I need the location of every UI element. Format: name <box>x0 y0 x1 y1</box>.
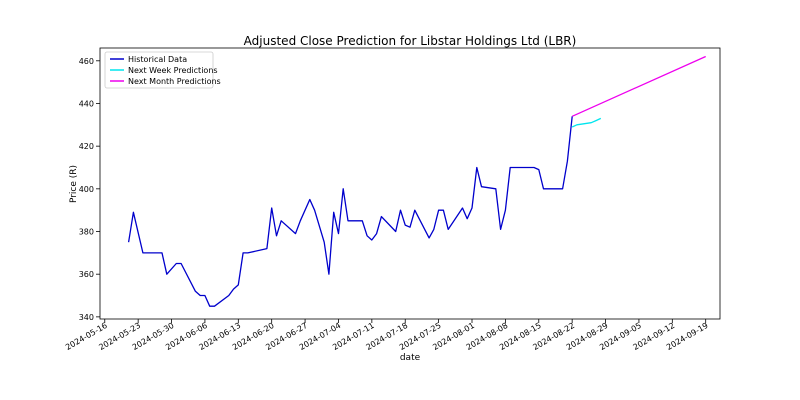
legend: Historical Data Next Week Predictions Next… <box>104 51 221 89</box>
y-tick-label: 340 <box>79 313 94 322</box>
y-tick-label: 460 <box>79 57 94 66</box>
y-tick-label: 400 <box>79 185 94 194</box>
series-line-2 <box>571 117 602 128</box>
series-line-1 <box>127 116 573 307</box>
plot-frame <box>99 47 721 320</box>
x-axis-label: date <box>400 353 421 363</box>
y-tick-label: 440 <box>79 99 94 108</box>
y-tick-label: 360 <box>79 270 94 279</box>
legend-label: Next Week Predictions <box>128 66 218 75</box>
y-tick-label: 420 <box>79 142 94 151</box>
legend-label: Historical Data <box>128 55 187 64</box>
y-tick-label: 380 <box>79 228 94 237</box>
legend-box <box>104 51 214 89</box>
chart-title: Adjusted Close Prediction for Libstar Ho… <box>244 34 577 48</box>
plot-area <box>127 55 706 307</box>
series-line-3 <box>571 55 706 117</box>
legend-label: Next Month Predictions <box>128 77 221 86</box>
y-axis-label: Price (R) <box>69 165 79 203</box>
